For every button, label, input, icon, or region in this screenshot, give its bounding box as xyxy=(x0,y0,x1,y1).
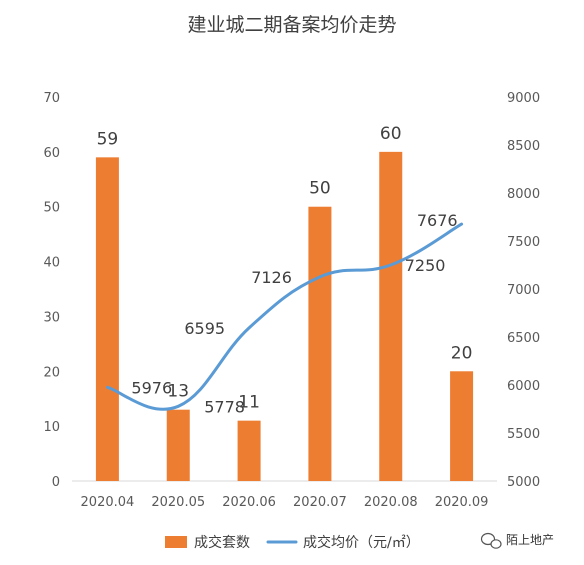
data-labels: 59 13 11 50 60 20 5976 5778 6595 7126 7250 7676 xyxy=(97,124,473,416)
bar-2020.07 xyxy=(308,206,332,481)
category-label: 2020.07 xyxy=(293,495,347,510)
left-tick-label: 10 xyxy=(43,420,60,435)
left-tick-label: 0 xyxy=(52,475,60,490)
right-tick-label: 5500 xyxy=(507,427,540,442)
category-label: 2020.08 xyxy=(364,495,418,510)
line-data-label: 7126 xyxy=(251,268,292,287)
bar-2020.06 xyxy=(237,420,261,481)
category-label: 2020.04 xyxy=(81,495,135,510)
line-data-label: 6595 xyxy=(184,319,225,338)
left-tick-label: 20 xyxy=(43,365,60,380)
right-tick-label: 5000 xyxy=(507,475,540,490)
left-tick-label: 50 xyxy=(43,201,60,216)
line-price xyxy=(105,222,464,411)
left-tick-label: 60 xyxy=(43,146,60,161)
chart-title: 建业城二期备案均价走势 xyxy=(187,14,396,36)
right-tick-label: 8000 xyxy=(507,187,540,202)
wechat-bubble-small xyxy=(490,539,502,549)
legend-bar-label: 成交套数 xyxy=(194,534,250,551)
category-axis: 2020.04 2020.05 2020.06 2020.07 2020.08 2020.… xyxy=(81,495,489,510)
left-tick-label: 30 xyxy=(43,310,60,325)
bar-data-label: 60 xyxy=(380,124,402,144)
right-axis: 5000 5500 6000 6500 7000 7500 8000 8500 9000 xyxy=(507,91,540,490)
right-tick-label: 9000 xyxy=(507,91,540,106)
bar-series xyxy=(95,151,474,482)
bar-data-label: 11 xyxy=(238,393,260,413)
left-axis: 0 10 20 30 40 50 60 70 xyxy=(43,91,497,490)
bar-2020.05 xyxy=(166,409,190,481)
line-data-label: 5778 xyxy=(204,397,245,416)
bar-data-label: 59 xyxy=(97,129,119,149)
category-label: 2020.05 xyxy=(151,495,205,510)
legend-line-label: 成交均价（元/㎡） xyxy=(303,534,420,551)
bar-2020.08 xyxy=(379,151,403,481)
left-tick-label: 70 xyxy=(43,91,60,106)
category-label: 2020.09 xyxy=(435,495,489,510)
bar-data-label: 50 xyxy=(309,179,331,199)
right-tick-label: 6000 xyxy=(507,379,540,394)
bar-2020.04 xyxy=(95,157,119,482)
line-data-label: 7676 xyxy=(417,211,458,230)
right-tick-label: 8500 xyxy=(507,139,540,154)
line-data-label: 5976 xyxy=(131,378,172,397)
line-data-label: 7250 xyxy=(405,256,446,275)
wechat-icon xyxy=(480,532,502,549)
watermark-text: 陌上地产 xyxy=(506,533,554,547)
right-tick-label: 6500 xyxy=(507,331,540,346)
right-tick-label: 7500 xyxy=(507,235,540,250)
watermark: 陌上地产 xyxy=(480,532,554,549)
legend-bar-swatch xyxy=(165,536,187,548)
bar-data-label: 20 xyxy=(451,343,473,363)
legend: 成交套数 成交均价（元/㎡） xyxy=(165,534,420,551)
bar-data-label: 13 xyxy=(167,382,189,402)
bar-2020.09 xyxy=(450,371,474,481)
wechat-bubble-large xyxy=(480,532,496,546)
right-tick-label: 7000 xyxy=(507,283,540,298)
line-series xyxy=(105,222,464,411)
left-tick-label: 40 xyxy=(43,256,60,271)
category-label: 2020.06 xyxy=(222,495,276,510)
